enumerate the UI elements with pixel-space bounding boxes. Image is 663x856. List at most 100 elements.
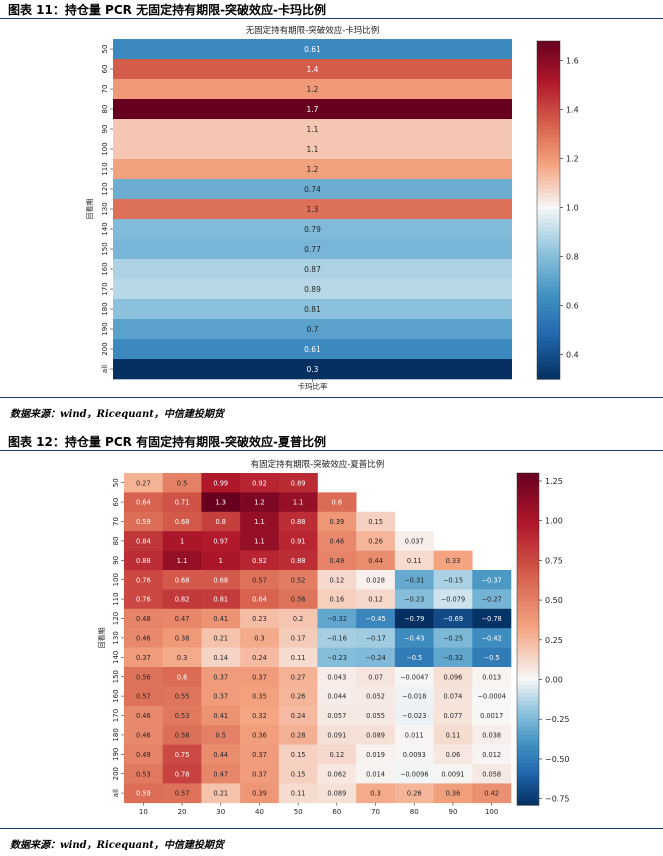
chart1-colorbar-segment <box>537 357 560 363</box>
cell-value-label: 0.92 <box>252 479 267 487</box>
y-tick-label: 200 <box>112 767 120 780</box>
heatmap-cell <box>433 570 473 590</box>
cell-value-label: 0.84 <box>136 538 151 546</box>
y-tick-label: 90 <box>112 556 120 565</box>
cell-value-label: 0.089 <box>327 790 346 798</box>
chart2-colorbar-segment <box>517 506 539 511</box>
y-tick-label: 150 <box>112 670 120 683</box>
cell-value-label: −0.79 <box>404 615 424 623</box>
cell-value-label: 0.68 <box>175 518 190 526</box>
chart2-colorbar-segment <box>517 543 539 549</box>
y-tick-label: all <box>112 789 120 797</box>
chart1-colorbar-tick-label: 1.2 <box>566 155 579 164</box>
heatmap-cell <box>113 59 512 80</box>
cell-value-label: 0.011 <box>405 732 424 740</box>
heatmap-cell <box>124 550 163 571</box>
heatmap-cell <box>433 608 473 629</box>
y-tick-label: 170 <box>101 282 109 295</box>
cell-value-label: 0.47 <box>175 615 190 623</box>
cell-value-label: 0.14 <box>213 654 228 662</box>
chart2-colorbar-segment <box>517 601 539 607</box>
heatmap-cell <box>394 764 434 784</box>
heatmap-cell <box>240 686 280 707</box>
chart2-colorbar-segment <box>517 564 539 570</box>
chart2-colorbar-segment <box>517 639 539 644</box>
figure2-caption-bar: 图表 12：持仓量 PCR 有固定持有期限-突破效应-夏普比例 <box>0 432 663 451</box>
heatmap-cell <box>278 589 318 610</box>
cell-value-label: 0.8 <box>216 518 227 526</box>
figure1-source: 数据来源：wind，Ricequant，中信建投期货 <box>10 409 224 420</box>
cell-value-label: 0.091 <box>327 732 346 740</box>
cell-value-label: 0.89 <box>304 285 321 294</box>
cell-value-label: 0.74 <box>304 185 321 194</box>
heatmap-cell <box>278 550 318 571</box>
cell-value-label: −0.15 <box>443 576 463 584</box>
chart2-colorbar-segment <box>517 560 539 565</box>
figure1-source-rule <box>0 397 663 398</box>
chart2-colorbar-segment <box>517 780 539 785</box>
y-tick-label: 130 <box>101 202 109 215</box>
chart2-colorbar-segment <box>517 796 539 802</box>
heatmap-cell <box>433 686 473 707</box>
heatmap-cell <box>201 511 241 532</box>
heatmap-cell <box>124 628 163 648</box>
cell-value-label: 0.28 <box>291 732 306 740</box>
heatmap-cell <box>317 608 357 629</box>
cell-value-label: 0.56 <box>136 673 151 681</box>
cell-value-label: 0.75 <box>175 751 190 759</box>
cell-value-label: 0.48 <box>136 615 151 623</box>
cell-value-label: 0.089 <box>366 732 385 740</box>
cell-value-label: 0.074 <box>444 693 463 701</box>
chart1-colorbar-tick-label: 1.4 <box>566 106 579 115</box>
chart1-colorbar-segment <box>537 57 560 63</box>
cell-value-label: 0.41 <box>213 712 228 720</box>
chart2-colorbar-segment <box>517 547 539 553</box>
chart2-colorbar-segment <box>517 688 539 694</box>
cell-value-label: −0.27 <box>482 596 502 604</box>
cell-value-label: 0.27 <box>136 479 151 487</box>
chart2-colorbar-segment <box>517 767 539 773</box>
cell-value-label: 1.2 <box>307 85 319 94</box>
cell-value-label: −0.0096 <box>400 770 429 778</box>
chart1-colorbar-segment <box>537 112 560 118</box>
cell-value-label: 0.21 <box>213 790 228 798</box>
chart1-colorbar-segment <box>537 163 560 169</box>
cell-value-label: 0.062 <box>327 770 346 778</box>
cell-value-label: 0.7 <box>307 325 319 334</box>
chart2-colorbar-tick-label: 1.25 <box>545 477 563 486</box>
cell-value-label: 0.59 <box>136 518 151 526</box>
chart2-colorbar-segment <box>517 771 539 777</box>
cell-value-label: −0.32 <box>327 615 347 623</box>
heatmap-cell <box>162 550 202 571</box>
chart2-colorbar-segment <box>517 609 539 615</box>
cell-value-label: 0.06 <box>446 751 461 759</box>
cell-value-label: 0.26 <box>291 693 306 701</box>
cell-value-label: 1.3 <box>216 499 227 507</box>
cell-value-label: 0.012 <box>482 751 501 759</box>
cell-value-label: −0.0004 <box>477 693 506 701</box>
chart1-colorbar-segment <box>537 226 560 232</box>
heatmap-cell <box>356 570 396 590</box>
y-tick-label: 50 <box>101 45 109 54</box>
chart2-colorbar-segment <box>517 684 539 690</box>
chart2-colorbar-tick-label: −0.50 <box>545 755 570 764</box>
heatmap-cell <box>472 570 512 590</box>
heatmap-cell <box>162 473 202 493</box>
heatmap-cell <box>317 511 357 532</box>
cell-value-label: 0.6 <box>332 499 343 507</box>
chart1-colorbar-segment <box>537 121 560 127</box>
y-tick-label: all <box>101 365 109 373</box>
chart2-colorbar-segment <box>517 709 539 715</box>
heatmap-cell <box>317 570 357 590</box>
chart2-colorbar-segment <box>517 497 539 503</box>
heatmap-cell <box>113 99 512 120</box>
cell-value-label: 0.46 <box>330 538 345 546</box>
chart2-colorbar-tick-label: 0.75 <box>545 556 563 565</box>
heatmap-cell <box>317 628 357 648</box>
heatmap-cell <box>356 550 396 571</box>
heatmap-cell <box>113 139 512 160</box>
chart1-colorbar-segment <box>537 324 560 329</box>
cell-value-label: 0.49 <box>330 557 345 565</box>
chart1-colorbar-segment <box>537 366 560 372</box>
y-tick-label: 120 <box>101 182 109 195</box>
